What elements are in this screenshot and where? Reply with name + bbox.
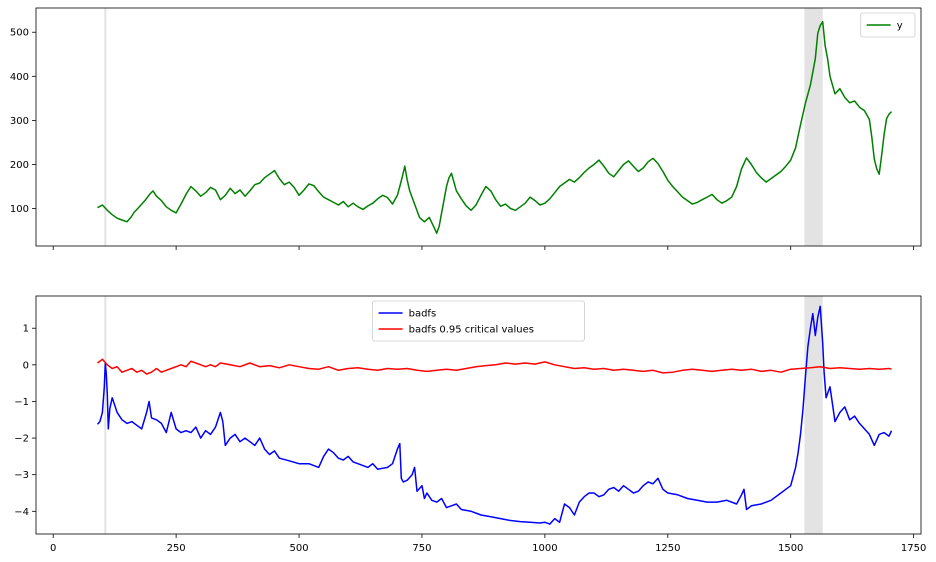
x-tick-label: 1750 bbox=[901, 543, 926, 554]
series-line-0 bbox=[96, 305, 893, 525]
shaded-span-0 bbox=[104, 296, 107, 534]
series-line-0 bbox=[97, 20, 893, 234]
y-tick-label: 200 bbox=[10, 160, 29, 171]
x-tick-label: 500 bbox=[289, 543, 308, 554]
shaded-span-1 bbox=[804, 296, 823, 534]
y-tick-label: −3 bbox=[14, 470, 29, 481]
legend-label: badfs 0.95 critical values bbox=[409, 325, 534, 336]
y-tick-label: 0 bbox=[23, 360, 29, 371]
x-tick-label: 1250 bbox=[655, 543, 680, 554]
shaded-span-1 bbox=[804, 8, 823, 246]
y-tick-label: 100 bbox=[10, 204, 29, 215]
y-tick-label: 500 bbox=[10, 28, 29, 39]
legend-label: badfs bbox=[409, 309, 437, 320]
legend: badfs badfs 0.95 critical values bbox=[372, 300, 585, 342]
x-tick-label: 750 bbox=[412, 543, 431, 554]
legend: y bbox=[860, 12, 916, 38]
legend-label: y bbox=[897, 21, 903, 32]
series-line-1 bbox=[97, 358, 892, 375]
badfs-panel: 0 250 500 750 1000 1250 1500 1750 −4 −3 −2 −1 0 1 badf… bbox=[14, 295, 926, 554]
x-tick-label: 250 bbox=[167, 543, 186, 554]
axes-frame bbox=[35, 295, 922, 535]
y-tick-label: 400 bbox=[10, 72, 29, 83]
y-tick-label: −2 bbox=[14, 434, 29, 445]
x-tick-label: 0 bbox=[50, 543, 56, 554]
x-tick-label: 1000 bbox=[532, 543, 557, 554]
axes-frame bbox=[35, 7, 922, 247]
x-tick-label: 1500 bbox=[778, 543, 803, 554]
y-tick-label: 1 bbox=[23, 324, 29, 335]
y-tick-label: −1 bbox=[14, 397, 29, 408]
y-tick-label: −4 bbox=[14, 507, 29, 518]
shaded-span-0 bbox=[104, 8, 107, 246]
price-panel: 100 200 300 400 500 y bbox=[10, 7, 922, 250]
y-tick-label: 300 bbox=[10, 116, 29, 127]
